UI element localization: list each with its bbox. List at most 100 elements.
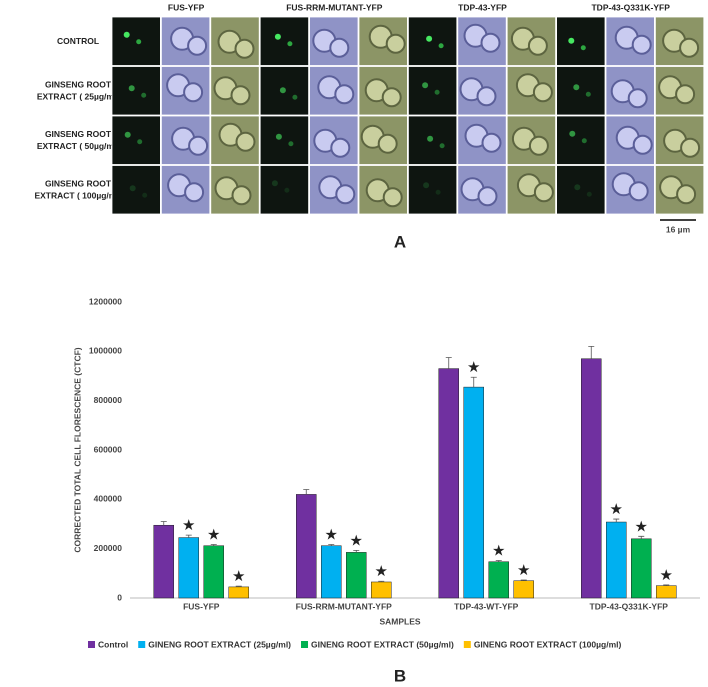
legend-swatch [138,641,146,648]
legend-label: GINENG ROOT EXTRACT (50µg/ml) [311,639,454,649]
fluorescence [129,185,136,192]
bar [438,368,459,599]
significance-marker: ★ [375,563,388,580]
cell [235,131,256,152]
cell [480,32,501,53]
micrograph [259,115,310,165]
micrograph [111,16,161,66]
legend-swatch [463,641,471,648]
cell [335,184,356,205]
legend-label: GINENG ROOT EXTRACT (100µg/ml) [474,639,622,649]
panel-label: A [394,232,406,251]
error-bar [353,549,360,553]
micrograph [407,16,458,66]
cell [187,35,208,56]
cell [632,134,653,155]
bar [296,494,317,599]
fluorescence [434,89,440,95]
y-tick-label: 200000 [94,543,123,553]
cell [676,184,697,205]
significance-marker: ★ [635,518,648,535]
column-header: FUS-YFP [168,2,205,12]
cell [329,37,350,58]
fluorescence [581,138,587,144]
significance-marker: ★ [467,359,480,376]
cell [385,33,406,54]
cell [527,35,548,56]
fluorescence [271,180,278,187]
error-bar [495,560,502,562]
cell [679,37,700,58]
cell [680,137,701,158]
cell [627,88,648,109]
micrograph [556,66,606,116]
bar [346,552,367,599]
significance-marker: ★ [660,567,673,584]
bar [631,538,652,599]
x-tick-label: FUS-YFP [183,601,220,611]
cell [381,87,402,108]
error-bar [210,544,217,546]
fluorescence [439,143,445,149]
fluorescence [141,92,147,98]
significance-marker: ★ [517,562,530,579]
micrograph [407,165,458,215]
micrograph [259,165,310,215]
error-bar [185,534,192,538]
bar [228,586,249,599]
fluorescence [580,45,586,51]
error-bar [303,489,310,495]
x-tick-label: TDP-43-WT-YFP [454,601,519,611]
bar [178,537,199,599]
fluorescence [128,85,135,92]
significance-marker: ★ [610,501,623,518]
significance-marker: ★ [182,517,195,534]
fluorescence [569,130,576,137]
y-tick-label: 1000000 [89,346,122,356]
fluorescence [426,35,433,42]
error-bar [378,580,385,582]
cell [330,137,351,158]
significance-marker: ★ [492,542,505,559]
fluorescence [427,135,434,142]
micrograph [111,115,161,165]
cell [382,187,403,208]
fluorescence [123,31,130,38]
y-tick-label: 600000 [94,444,123,454]
bar [321,545,342,599]
error-bar [470,376,477,388]
fluorescence [423,182,430,189]
x-axis-label: SAMPLES [379,616,420,626]
column-header: TDP-43-Q331K-YFP [591,2,670,12]
fluorescence [438,43,444,49]
cell [334,84,355,105]
error-bar [328,544,335,546]
cell [183,82,204,103]
legend-label: GINENG ROOT EXTRACT (25µg/ml) [148,639,291,649]
bar [371,581,392,599]
significance-marker: ★ [232,568,245,585]
micrograph [259,16,310,66]
row-label: CONTROL [57,36,99,46]
row-label: GINSENG ROOT [45,179,112,189]
cell [184,182,205,203]
bar [513,580,534,599]
micrograph [556,16,606,66]
bar [581,358,602,599]
significance-marker: ★ [325,526,338,543]
y-tick-label: 400000 [94,494,123,504]
fluorescence [137,139,143,145]
micrograph [111,165,161,215]
column-header: TDP-43-YFP [458,2,507,12]
row-label: EXTRACT ( 50µg/ml) [37,141,120,151]
fluorescence [287,41,293,47]
micrograph [407,66,458,116]
bar [488,561,509,599]
bar [153,524,174,599]
cell [231,185,252,206]
error-bar [663,584,670,586]
cell [631,34,652,55]
y-tick-label: 0 [117,592,122,602]
cell [477,186,498,207]
fluorescence [586,191,592,197]
